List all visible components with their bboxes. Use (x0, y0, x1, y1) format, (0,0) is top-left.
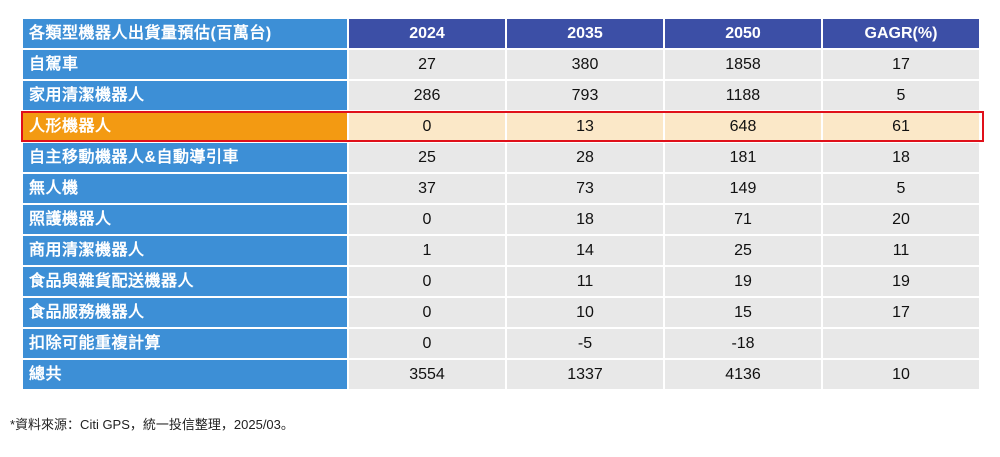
table-row: 照護機器人 0 18 71 20 (23, 205, 979, 234)
table-row: 食品與雜貨配送機器人 0 11 19 19 (23, 267, 979, 296)
cell-2024: 1 (349, 236, 505, 265)
cell-2035: 28 (507, 143, 663, 172)
total-row: 總共 3554 1337 4136 10 (23, 360, 979, 389)
cell-2024: 25 (349, 143, 505, 172)
row-label: 自駕車 (23, 50, 347, 79)
row-label: 扣除可能重複計算 (23, 329, 347, 358)
cell-cagr: 18 (823, 143, 979, 172)
table-row: 家用清潔機器人 286 793 1188 5 (23, 81, 979, 110)
row-label: 食品與雜貨配送機器人 (23, 267, 347, 296)
row-label: 無人機 (23, 174, 347, 203)
cell-cagr: 61 (823, 112, 979, 141)
cell-2024: 0 (349, 112, 505, 141)
cell-2035: 793 (507, 81, 663, 110)
cell-2035: 1337 (507, 360, 663, 389)
cell-cagr: 10 (823, 360, 979, 389)
row-label: 自主移動機器人&自動導引車 (23, 143, 347, 172)
cell-2024: 0 (349, 267, 505, 296)
cell-2035: 11 (507, 267, 663, 296)
cell-2050: 1858 (665, 50, 821, 79)
source-note: *資料來源：Citi GPS，統一投信整理，2025/03。 (10, 417, 294, 432)
cell-2050: 15 (665, 298, 821, 327)
cell-cagr: 19 (823, 267, 979, 296)
header-2050: 2050 (665, 19, 821, 48)
cell-2024: 0 (349, 298, 505, 327)
table-row: 扣除可能重複計算 0 -5 -18 (23, 329, 979, 358)
cell-cagr (823, 329, 979, 358)
cell-2050: 648 (665, 112, 821, 141)
cell-2050: 4136 (665, 360, 821, 389)
row-label: 照護機器人 (23, 205, 347, 234)
cell-2024: 27 (349, 50, 505, 79)
cell-2024: 0 (349, 205, 505, 234)
table-row: 食品服務機器人 0 10 15 17 (23, 298, 979, 327)
header-category: 各類型機器人出貨量預估(百萬台) (23, 19, 347, 48)
cell-cagr: 5 (823, 81, 979, 110)
row-label: 人形機器人 (23, 112, 347, 141)
cell-cagr: 5 (823, 174, 979, 203)
cell-2050: 181 (665, 143, 821, 172)
cell-cagr: 20 (823, 205, 979, 234)
cell-2035: 10 (507, 298, 663, 327)
highlighted-table-row: 人形機器人 0 13 648 61 (23, 112, 979, 141)
cell-2050: 19 (665, 267, 821, 296)
cell-2035: 380 (507, 50, 663, 79)
shipment-forecast-table: 各類型機器人出貨量預估(百萬台) 2024 2035 2050 GAGR(%) … (21, 17, 981, 391)
cell-cagr: 17 (823, 50, 979, 79)
table-row: 無人機 37 73 149 5 (23, 174, 979, 203)
header-row: 各類型機器人出貨量預估(百萬台) 2024 2035 2050 GAGR(%) (23, 19, 979, 48)
cell-2024: 0 (349, 329, 505, 358)
header-cagr: GAGR(%) (823, 19, 979, 48)
cell-2050: 149 (665, 174, 821, 203)
table-row: 商用清潔機器人 1 14 25 11 (23, 236, 979, 265)
table-row: 自主移動機器人&自動導引車 25 28 181 18 (23, 143, 979, 172)
table-row: 自駕車 27 380 1858 17 (23, 50, 979, 79)
cell-2024: 286 (349, 81, 505, 110)
cell-2050: 25 (665, 236, 821, 265)
row-label: 家用清潔機器人 (23, 81, 347, 110)
cell-2035: 13 (507, 112, 663, 141)
cell-2050: 1188 (665, 81, 821, 110)
cell-cagr: 11 (823, 236, 979, 265)
cell-cagr: 17 (823, 298, 979, 327)
row-label: 商用清潔機器人 (23, 236, 347, 265)
cell-2024: 37 (349, 174, 505, 203)
row-label: 食品服務機器人 (23, 298, 347, 327)
row-label: 總共 (23, 360, 347, 389)
cell-2035: -5 (507, 329, 663, 358)
cell-2050: -18 (665, 329, 821, 358)
cell-2024: 3554 (349, 360, 505, 389)
cell-2035: 18 (507, 205, 663, 234)
cell-2035: 73 (507, 174, 663, 203)
header-2035: 2035 (507, 19, 663, 48)
cell-2050: 71 (665, 205, 821, 234)
cell-2035: 14 (507, 236, 663, 265)
header-2024: 2024 (349, 19, 505, 48)
